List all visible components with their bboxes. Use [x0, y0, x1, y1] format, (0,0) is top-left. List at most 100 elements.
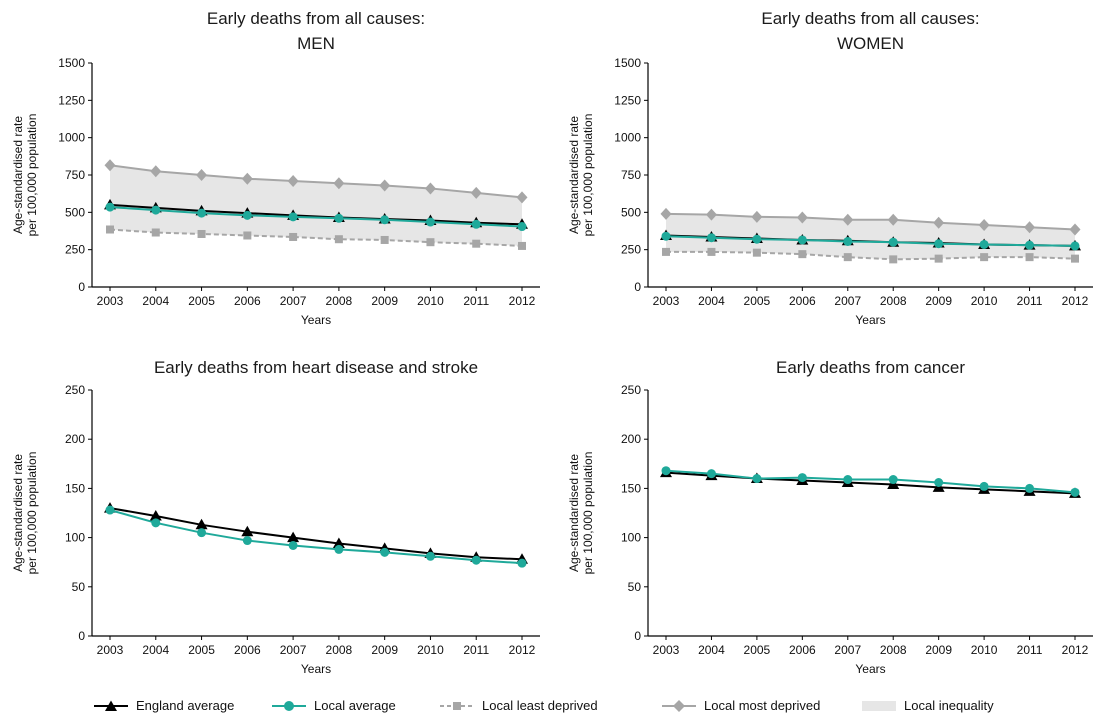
- point-least: [151, 228, 160, 237]
- point-least: [1025, 253, 1034, 262]
- x-tick-label: 2010: [417, 643, 444, 657]
- point-most: [751, 210, 763, 223]
- legend-marker-least: [440, 701, 474, 710]
- legend-label-local: Local average: [314, 698, 396, 713]
- point-local: [752, 234, 762, 244]
- legend-item-most: Local most deprived: [660, 698, 820, 713]
- series-line-local: [665, 235, 1076, 247]
- point-local: [1070, 487, 1080, 497]
- x-tick-label: 2004: [698, 294, 725, 308]
- y-axis-title-line: Age-standardised rate: [567, 116, 581, 234]
- x-tick-label: 2009: [925, 643, 952, 657]
- series-line-england: [109, 507, 523, 561]
- x-tick-label: 2005: [744, 294, 771, 308]
- point-most: [104, 159, 116, 172]
- chart-title-line: Early deaths from all causes:: [207, 9, 425, 28]
- point-local: [380, 547, 390, 557]
- point-local: [471, 219, 481, 229]
- legend: England average Local average Local leas…: [0, 692, 1097, 720]
- point-most: [978, 219, 990, 232]
- y-tick-label: 200: [65, 432, 85, 446]
- inequality-band: [110, 165, 522, 246]
- x-tick-label: 2005: [744, 643, 771, 657]
- point-least: [106, 225, 114, 234]
- point-local: [797, 235, 807, 245]
- point-local: [934, 239, 944, 249]
- point-local: [797, 473, 807, 483]
- y-tick-label: 100: [621, 531, 641, 545]
- x-tick-label: 2010: [417, 294, 444, 308]
- series-line-england: [109, 203, 523, 226]
- chart-1: Early deaths from all causes: MEN 0 250 500 7…: [11, 9, 540, 327]
- point-local: [517, 558, 527, 568]
- y-tick-label: 50: [628, 580, 642, 594]
- x-tick-label: 2011: [1017, 643, 1043, 657]
- point-local: [471, 555, 481, 565]
- point-local: [517, 222, 527, 232]
- point-local: [1025, 240, 1035, 250]
- y-tick-label: 200: [621, 432, 641, 446]
- y-tick-label: 750: [621, 168, 641, 182]
- point-local: [843, 236, 853, 246]
- x-tick-label: 2006: [789, 643, 816, 657]
- point-most: [516, 191, 528, 204]
- series-line-local: [109, 206, 523, 228]
- x-tick-label: 2011: [1017, 294, 1043, 308]
- series-line-local: [109, 509, 523, 565]
- point-most: [660, 207, 672, 220]
- point-local: [288, 212, 298, 222]
- point-least: [289, 232, 298, 241]
- y-tick-label: 1250: [614, 93, 641, 107]
- charts-canvas: Early deaths from all causes:MEN02505007…: [11, 9, 1093, 676]
- y-axis-title-line: per 100,000 population: [25, 114, 39, 237]
- x-axis-title: Years: [301, 662, 331, 676]
- point-most: [424, 182, 436, 195]
- point-least: [752, 248, 761, 257]
- point-england: [195, 518, 208, 530]
- point-most: [150, 165, 162, 178]
- y-axis-title-line: per 100,000 population: [25, 452, 39, 575]
- point-least: [934, 254, 943, 263]
- point-least: [243, 231, 252, 240]
- legend-label-least: Local least deprived: [482, 698, 598, 713]
- point-local: [1025, 483, 1035, 493]
- point-most: [196, 169, 208, 181]
- point-least: [980, 253, 989, 262]
- y-tick-label: 250: [621, 243, 641, 257]
- series-line-local: [665, 469, 1076, 494]
- point-local: [242, 210, 252, 220]
- chart-4: Early deaths from cancer 0 50 100 150 200 250 2…: [567, 358, 1093, 676]
- x-tick-label: 2010: [971, 294, 998, 308]
- x-tick-label: 2012: [509, 294, 536, 308]
- point-local: [197, 208, 207, 218]
- point-least: [798, 250, 807, 259]
- point-local: [1070, 241, 1080, 251]
- point-least: [707, 247, 716, 256]
- x-tick-label: 2011: [463, 294, 489, 308]
- point-least: [889, 255, 898, 264]
- x-tick-label: 2008: [880, 294, 907, 308]
- legend-marker-local: [272, 700, 306, 711]
- point-local: [706, 469, 716, 479]
- y-axis-title-line: Age-standardised rate: [11, 116, 25, 234]
- y-axis-title-line: Age-standardised rate: [11, 454, 25, 572]
- chart-title-line: Early deaths from cancer: [776, 358, 965, 377]
- point-local: [661, 466, 671, 476]
- point-most: [379, 179, 391, 192]
- x-tick-label: 2005: [188, 294, 215, 308]
- point-local: [706, 233, 716, 243]
- point-least: [843, 253, 852, 262]
- x-tick-label: 2009: [925, 294, 952, 308]
- x-tick-label: 2005: [188, 643, 215, 657]
- point-local: [752, 474, 762, 484]
- point-least: [334, 235, 343, 244]
- point-england: [332, 537, 345, 549]
- y-tick-label: 250: [65, 383, 85, 397]
- legend-marker-most: [662, 699, 696, 712]
- x-axis-title: Years: [855, 662, 885, 676]
- x-tick-label: 2007: [280, 643, 307, 657]
- point-england: [241, 525, 254, 537]
- point-most: [1024, 221, 1036, 234]
- y-tick-label: 0: [634, 280, 641, 294]
